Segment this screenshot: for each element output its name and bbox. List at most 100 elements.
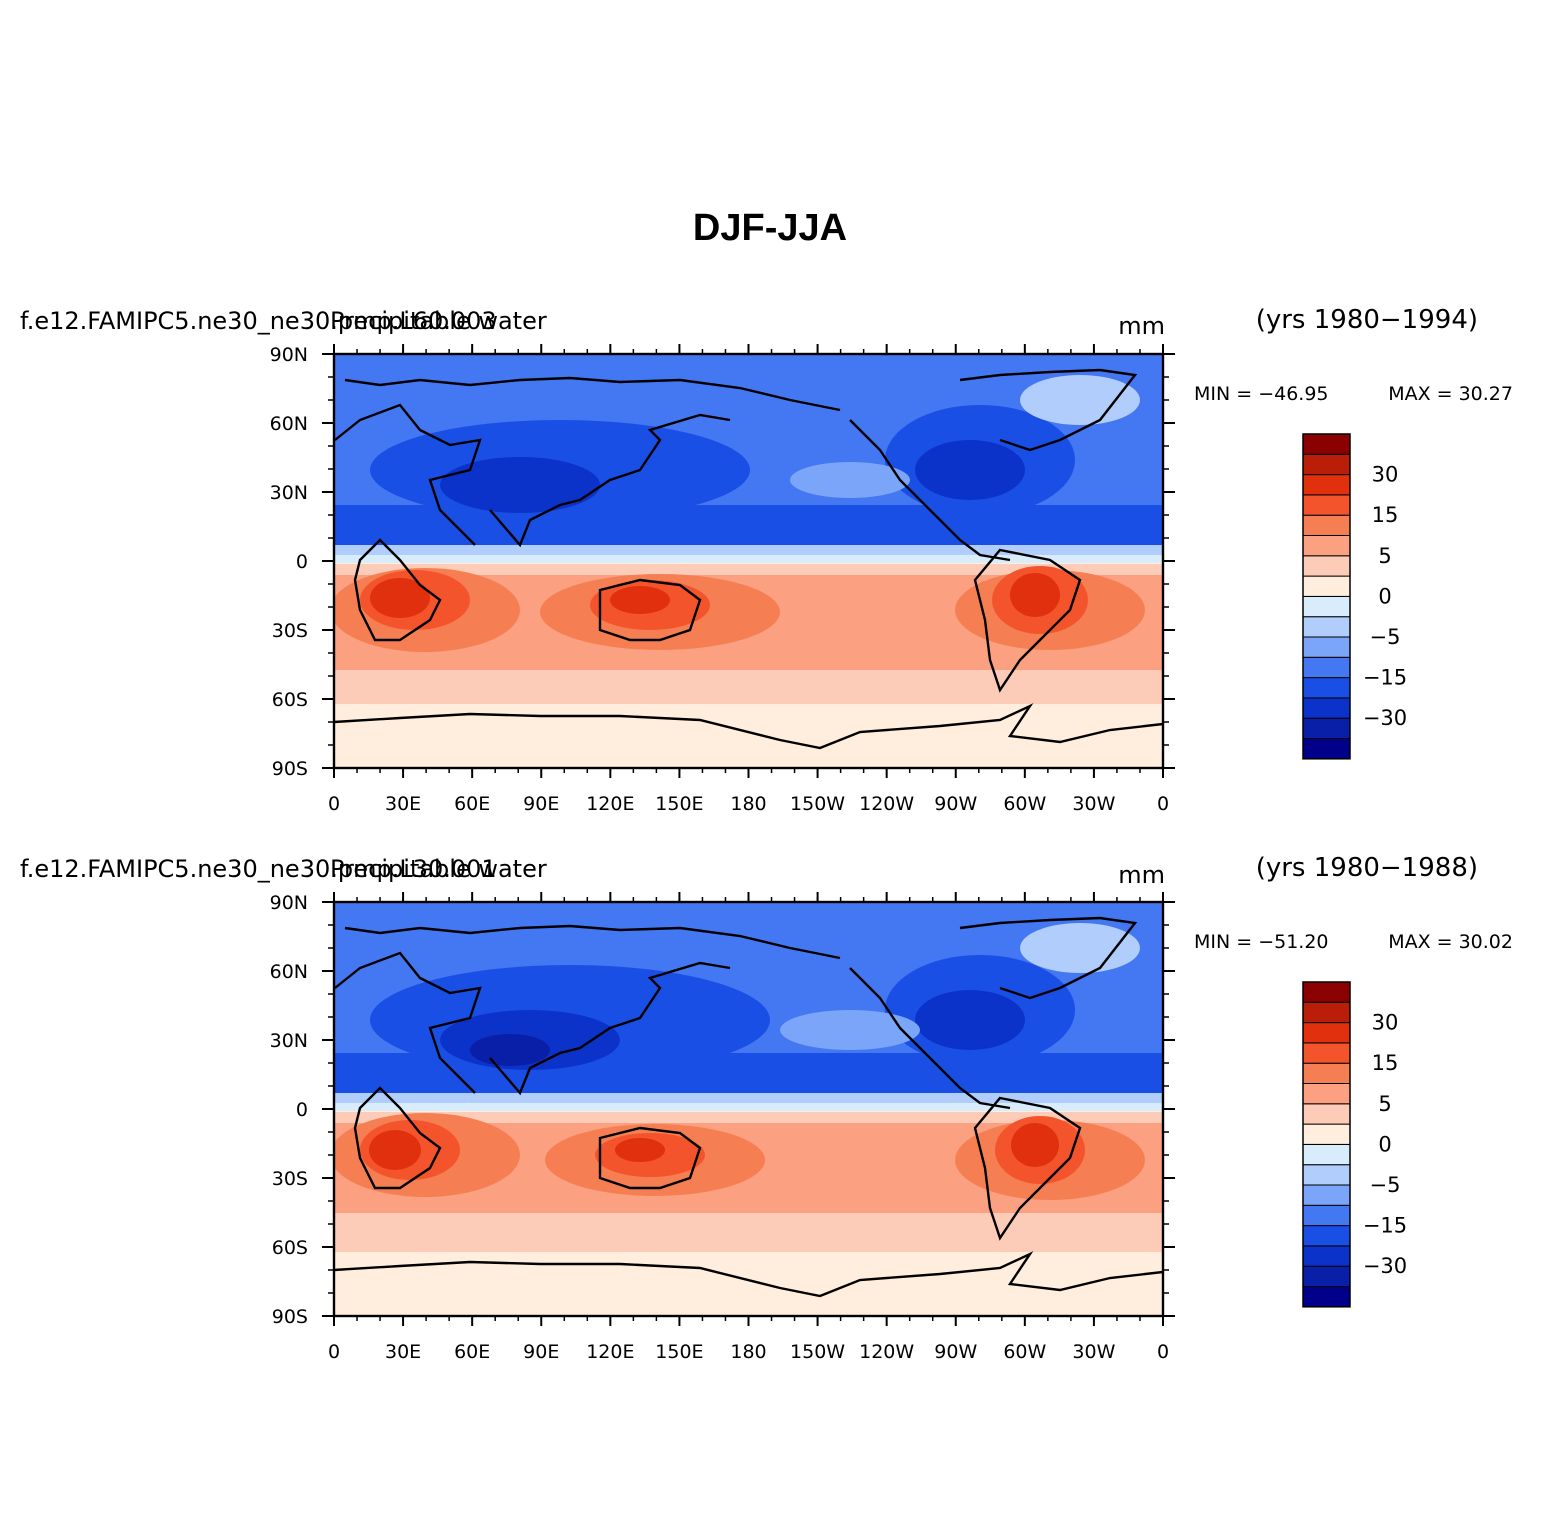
colorbar-box — [1302, 575, 1351, 597]
colorbar-box — [1302, 1123, 1351, 1145]
x-tick-label: 0 — [328, 1341, 340, 1363]
north-america-north-coast — [959, 916, 1138, 1000]
panel-1-years: (yrs 1980−1994) — [1256, 305, 1478, 335]
x-tick-label: 90E — [523, 1341, 559, 1363]
colorbar-box — [1302, 677, 1351, 699]
colorbar-box — [1302, 981, 1351, 1003]
x-tick-label: 90E — [523, 793, 559, 815]
colorbar-box — [1302, 1265, 1351, 1287]
panel-2-variable: Precipitable water — [330, 855, 547, 883]
eurasia-north-coast — [344, 924, 841, 960]
samerica-peak — [1010, 573, 1060, 617]
colorbar-label: 5 — [1378, 544, 1391, 568]
colorbar-box — [1302, 636, 1351, 658]
pacific-anomaly — [790, 462, 910, 498]
colorbar-label: 30 — [1372, 463, 1399, 487]
x-tick-label: 180 — [730, 793, 766, 815]
colorbar-label: −15 — [1363, 666, 1407, 690]
y-tick-label: 0 — [296, 551, 308, 573]
y-tick-label: 90N — [270, 892, 308, 914]
y-tick-label: 90S — [272, 758, 308, 780]
greenland-anomaly — [1020, 923, 1140, 973]
y-tick-label: 60S — [272, 1237, 308, 1259]
colorbar-box — [1302, 1083, 1351, 1105]
x-tick-label: 120E — [586, 793, 634, 815]
panel-2-axes: 0 30E 60E 90E 120E 150E 180 150W 120W 90W 60W 30W 09… — [270, 892, 1175, 1363]
europe-coast — [334, 951, 482, 1094]
panel-1-axes: 0 30E 60E 90E 120E 150E 180 150W 120W 90W 60W 30W 09… — [270, 344, 1175, 815]
colorbar-frame — [1302, 433, 1351, 760]
x-tick-label: 120W — [859, 793, 914, 815]
antarctica-coast — [334, 1251, 1163, 1298]
samerica-peak — [1011, 1123, 1059, 1167]
y-tick-label: 90N — [270, 344, 308, 366]
colorbar-box — [1302, 697, 1351, 719]
x-tick-label: 0 — [328, 793, 340, 815]
panel-2-field — [334, 902, 1163, 1316]
colorbar-box — [1302, 1062, 1351, 1084]
colorbar-box — [1302, 535, 1351, 557]
y-tick-label: 60S — [272, 689, 308, 711]
y-tick-label: 30N — [270, 482, 308, 504]
colorbar-box — [1302, 1286, 1351, 1308]
colorbar-label: −30 — [1363, 1254, 1407, 1278]
panel-2-years: (yrs 1980−1988) — [1256, 853, 1478, 883]
y-tick-label: 30S — [272, 1168, 308, 1190]
figure-title: DJF-JJA — [693, 207, 847, 249]
antarctic-band — [334, 720, 1163, 768]
colorbar-box — [1302, 1143, 1351, 1166]
africa-coast — [353, 1086, 442, 1190]
x-tick-label: 60E — [454, 793, 490, 815]
africa-peak — [369, 1130, 421, 1170]
africa-peak — [370, 578, 430, 618]
south-america-coast — [973, 548, 1082, 693]
y-tick-label: 0 — [296, 1099, 308, 1121]
colorbar-box — [1302, 1184, 1351, 1206]
asia-south-coast — [489, 961, 731, 1096]
x-tick-label: 150W — [790, 793, 845, 815]
x-tick-label: 90W — [934, 793, 977, 815]
colorbar-box — [1302, 1042, 1351, 1064]
colorbar-box — [1302, 595, 1351, 618]
y-tick-label: 60N — [270, 961, 308, 983]
x-tick-label: 180 — [730, 1341, 766, 1363]
y-tick-label: 90S — [272, 1306, 308, 1328]
x-tick-label: 150W — [790, 1341, 845, 1363]
x-tick-label: 60W — [1003, 793, 1046, 815]
x-tick-label: 60E — [454, 1341, 490, 1363]
x-tick-label: 30E — [385, 793, 421, 815]
namerica-core — [915, 440, 1025, 500]
colorbar-label: 30 — [1372, 1011, 1399, 1035]
colorbar-box — [1302, 474, 1351, 496]
x-tick-label: 0 — [1157, 793, 1169, 815]
australia-coast — [598, 1126, 702, 1190]
north-america-west-coast — [849, 967, 1011, 1110]
colorbar-label: −30 — [1363, 706, 1407, 730]
colorbar-box — [1302, 514, 1351, 537]
panel-2-units: mm — [1118, 861, 1165, 889]
colorbar-box — [1302, 717, 1351, 740]
colorbar-label: 0 — [1378, 1132, 1391, 1156]
panel-2-min: MIN = −51.20 — [1194, 931, 1329, 953]
australia-coast — [598, 578, 702, 642]
panel-2-coastlines — [334, 916, 1163, 1298]
panel-1-coastlines — [334, 368, 1163, 750]
antarctica-coast — [334, 703, 1163, 750]
colorbar-box — [1302, 433, 1351, 455]
colorbar-label: 15 — [1372, 1051, 1399, 1075]
panel-1-max: MAX = 30.27 — [1388, 383, 1513, 405]
x-tick-label: 30W — [1072, 1341, 1115, 1363]
panel-1-min: MIN = −46.95 — [1194, 383, 1329, 405]
x-tick-label: 30W — [1072, 793, 1115, 815]
y-tick-label: 60N — [270, 413, 308, 435]
south-america-coast — [973, 1096, 1082, 1241]
pacific-anomaly — [780, 1010, 920, 1050]
x-tick-label: 120E — [586, 1341, 634, 1363]
colorbar-box — [1302, 616, 1351, 638]
colorbar-label: 5 — [1378, 1092, 1391, 1116]
australia-peak — [615, 1138, 665, 1162]
colorbar-box — [1302, 1001, 1351, 1024]
colorbar-box — [1302, 656, 1351, 679]
equator-zero — [334, 555, 1163, 563]
